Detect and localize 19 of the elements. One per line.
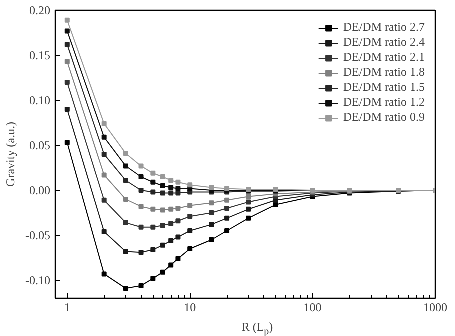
y-tick-label: 0.20 (30, 4, 50, 18)
x-tick-label: 10 (184, 300, 196, 314)
y-tick-label: 0.15 (30, 48, 50, 62)
y-tick-label: 0.05 (30, 138, 50, 152)
legend-label: DE/DM ratio 1.8 (343, 65, 425, 80)
legend-label: DE/DM ratio 2.7 (343, 20, 425, 35)
x-tick-label: 1000 (424, 300, 448, 314)
y-tick-label: 0.00 (30, 184, 50, 198)
y-tick-label: -0.05 (26, 228, 51, 242)
legend-label: DE/DM ratio 1.5 (343, 80, 425, 95)
legend-label: DE/DM ratio 1.2 (343, 95, 425, 110)
y-tick-label: -0.10 (26, 274, 51, 288)
x-tick-label: 100 (304, 300, 322, 314)
legend-label: DE/DM ratio 2.1 (343, 50, 425, 65)
legend-label: DE/DM ratio 0.9 (343, 110, 425, 125)
y-axis-title: Gravity (a.u.) (4, 122, 18, 187)
legend-label: DE/DM ratio 2.4 (343, 35, 425, 50)
x-tick-label: 1 (64, 300, 70, 314)
y-tick-label: 0.10 (30, 94, 50, 108)
